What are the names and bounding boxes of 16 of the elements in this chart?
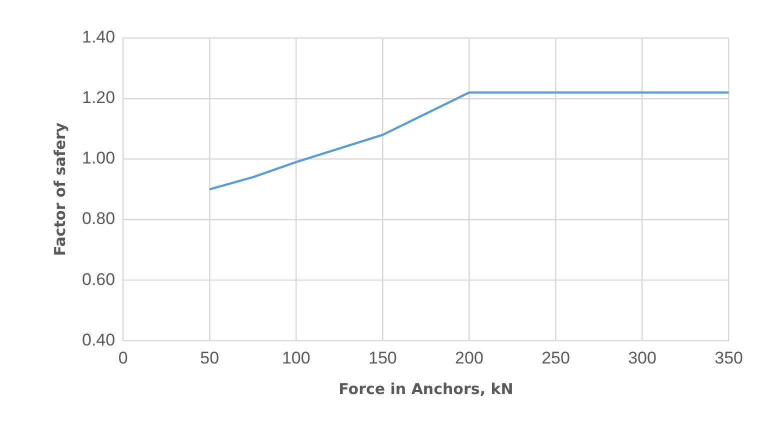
y-tick-label: 0.80 [82,209,116,228]
x-axis-title: Force in Anchors, kN [338,380,514,398]
y-tick-label: 1.20 [82,88,116,108]
x-tick-label: 150 [368,348,397,368]
x-tick-label: 200 [455,348,484,368]
y-tick-label: 1.40 [82,28,116,47]
x-tick-label: 350 [714,348,744,368]
y-axis-title: Factor of safery [50,122,69,256]
x-tick-label: 50 [200,348,220,368]
y-tick-label: 1.00 [82,148,116,168]
y-tick-label: 0.40 [82,330,116,350]
x-tick-label: 100 [282,348,310,368]
x-tick-label: 250 [542,348,570,368]
y-tick-label: 0.60 [82,270,116,289]
x-tick-label: 0 [118,348,128,368]
x-tick-label: 300 [628,348,656,368]
